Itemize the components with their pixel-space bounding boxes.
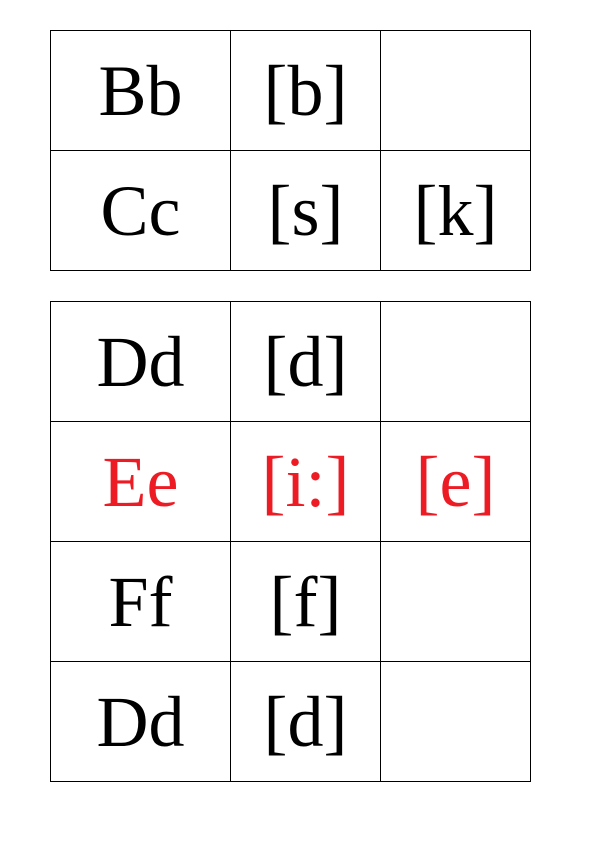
letter-cell: Ff	[51, 542, 231, 662]
letter-cell: Cc	[51, 151, 231, 271]
phonics-table-1: Bb [b] Cc [s] [k]	[50, 30, 531, 271]
table-row: Dd [d]	[51, 662, 531, 782]
sound-cell-1: [f]	[231, 542, 381, 662]
letter-cell: Dd	[51, 302, 231, 422]
table-row: Ff [f]	[51, 542, 531, 662]
sound-cell-1: [b]	[231, 31, 381, 151]
sound-cell-2	[381, 302, 531, 422]
sound-cell-1: [d]	[231, 302, 381, 422]
table-row: Cc [s] [k]	[51, 151, 531, 271]
letter-cell: Ee	[51, 422, 231, 542]
letter-cell: Bb	[51, 31, 231, 151]
phonics-table-2: Dd [d] Ee [i:] [e] Ff [f] Dd [d]	[50, 301, 531, 782]
table-row: Bb [b]	[51, 31, 531, 151]
sound-cell-2	[381, 542, 531, 662]
sound-cell-1: [i:]	[231, 422, 381, 542]
table-row: Ee [i:] [e]	[51, 422, 531, 542]
sound-cell-2	[381, 31, 531, 151]
table-row: Dd [d]	[51, 302, 531, 422]
sound-cell-1: [d]	[231, 662, 381, 782]
sound-cell-2: [e]	[381, 422, 531, 542]
letter-cell: Dd	[51, 662, 231, 782]
sound-cell-1: [s]	[231, 151, 381, 271]
sound-cell-2: [k]	[381, 151, 531, 271]
sound-cell-2	[381, 662, 531, 782]
